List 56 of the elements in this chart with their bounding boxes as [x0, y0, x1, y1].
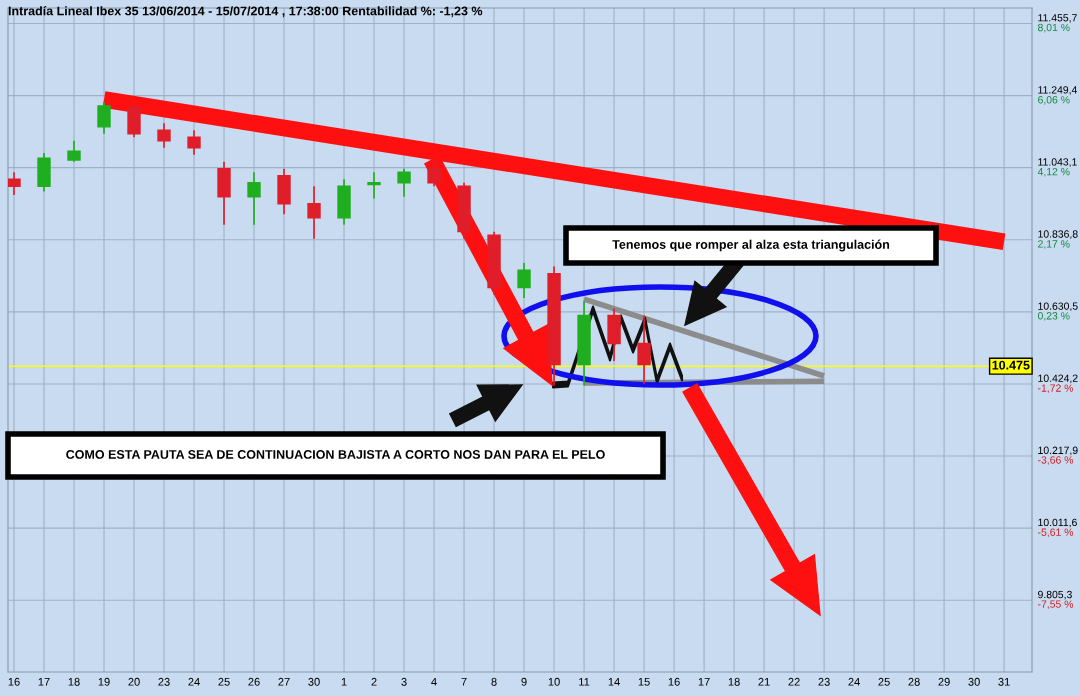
x-tick-label: 23 — [158, 677, 170, 686]
y-tick-label: 11.043,1 — [1038, 158, 1077, 167]
x-tick-label: 15 — [638, 677, 650, 686]
y2-tick-label: -3,66 % — [1038, 456, 1074, 465]
x-tick-label: 26 — [248, 677, 260, 686]
y2-tick-label: -1,72 % — [1038, 384, 1074, 393]
y2-tick-label: 2,17 % — [1038, 240, 1070, 249]
x-tick-label: 16 — [8, 677, 20, 686]
y2-tick-label: 4,12 % — [1037, 167, 1070, 177]
x-tick-label: 9 — [521, 677, 527, 686]
x-tick-label: 21 — [758, 677, 770, 686]
annotation: COMO ESTA PAUTA SEA DE CONTINUACION BAJISTA A CORTO NOS DAN PARA EL PELO — [66, 450, 605, 459]
x-tick-label: 4 — [431, 677, 437, 686]
x-tick-label: 3 — [401, 677, 407, 686]
x-tick-label: 18 — [728, 677, 740, 686]
x-tick-label: 31 — [998, 677, 1010, 686]
y2-tick-label: 8,01 % — [1038, 23, 1070, 33]
ref-line-label: 10.475 — [992, 360, 1030, 370]
x-tick-label: 14 — [608, 677, 620, 686]
annotation: Tenemos que romper al alza esta triangulación — [612, 239, 890, 252]
y-tick-label: 10.836,8 — [1038, 230, 1078, 239]
x-tick-label: 25 — [878, 677, 890, 686]
x-tick-label: 19 — [98, 677, 110, 686]
y-tick-label: 10.424,2 — [1038, 374, 1078, 384]
x-tick-label: 27 — [278, 677, 290, 686]
x-tick-label: 11 — [579, 677, 590, 686]
y2-tick-label: -5,61 % — [1038, 528, 1074, 538]
y-tick-label: 10.630,5 — [1038, 302, 1078, 312]
x-tick-label: 17 — [38, 677, 50, 686]
x-tick-label: 10 — [548, 677, 560, 686]
x-tick-label: 16 — [668, 677, 680, 686]
y-tick-label: 9.805,3 — [1038, 590, 1072, 600]
chart-title: Intradía Lineal Ibex 35 13/06/2014 - 15/07/2014 , 17:38:00 Rentabilidad %: -1,23 % — [8, 6, 483, 18]
x-tick-label: 18 — [68, 677, 80, 686]
x-tick-label: 17 — [698, 677, 710, 686]
x-tick-label: 23 — [818, 677, 830, 686]
y2-tick-label: -7,55 % — [1038, 600, 1074, 609]
y-tick-label: 10.217,9 — [1038, 446, 1078, 456]
y-tick-label: 11.249,4 — [1038, 86, 1078, 95]
x-tick-label: 28 — [908, 677, 920, 686]
x-tick-label: 7 — [461, 677, 467, 686]
y2-tick-label: 0,23 % — [1037, 312, 1070, 321]
x-tick-label: 24 — [188, 677, 200, 686]
y-tick-label: 10.011,6 — [1038, 518, 1077, 528]
x-tick-label: 30 — [968, 677, 980, 686]
y-tick-label: 11.455,7 — [1038, 14, 1077, 23]
x-tick-label: 20 — [128, 677, 140, 686]
x-tick-label: 30 — [308, 677, 320, 686]
x-tick-label: 22 — [788, 677, 800, 686]
y2-tick-label: 6,06 % — [1038, 96, 1070, 105]
x-tick-label: 2 — [371, 677, 377, 686]
x-tick-label: 24 — [848, 677, 860, 686]
x-tick-label: 1 — [341, 677, 347, 686]
x-tick-label: 25 — [218, 677, 230, 686]
x-tick-label: 8 — [491, 677, 497, 686]
x-tick-label: 29 — [938, 677, 950, 686]
